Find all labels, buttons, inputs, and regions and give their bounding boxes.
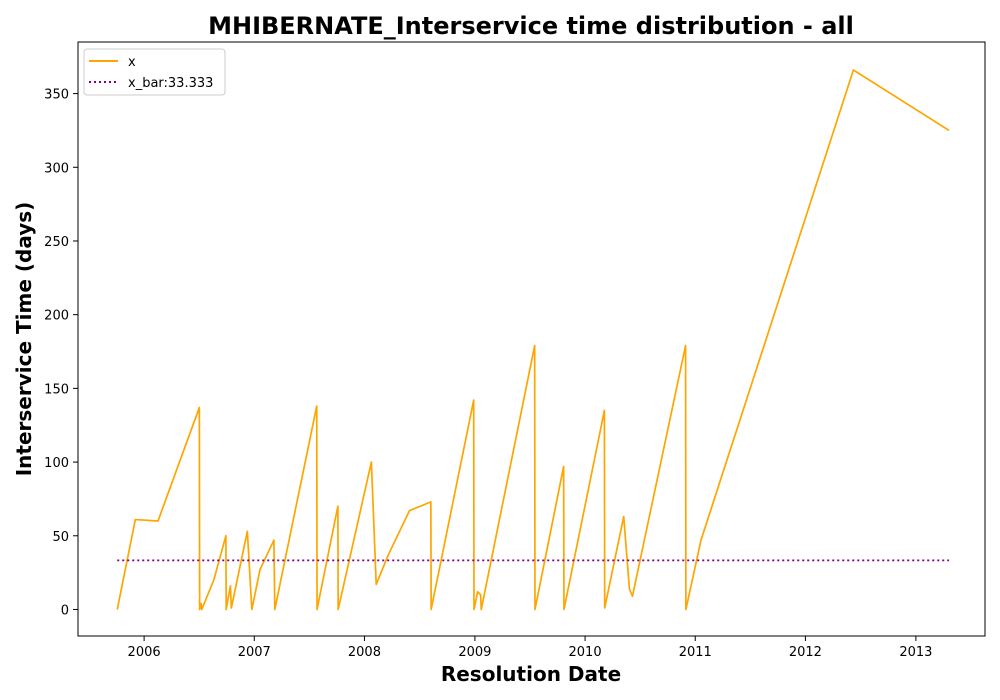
- x-axis-label: Resolution Date: [441, 662, 621, 686]
- y-tick-label: 150: [44, 382, 69, 397]
- y-tick-label: 250: [44, 235, 69, 250]
- x-tick-label: 2013: [899, 645, 932, 660]
- x-tick-label: 2012: [789, 645, 822, 660]
- x-tick-label: 2010: [569, 645, 602, 660]
- legend: x x_bar:33.333: [83, 48, 226, 96]
- x-tick-label: 2011: [679, 645, 712, 660]
- plot-frame: [77, 41, 986, 637]
- y-tick-label: 50: [52, 530, 69, 545]
- chart-title: MHIBERNATE_Interservice time distributio…: [208, 12, 854, 40]
- x-tick-label: 2007: [238, 645, 271, 660]
- x-tick-label: 2008: [348, 645, 381, 660]
- y-tick-label: 100: [44, 456, 69, 471]
- plot-area: 2006 2007 2008 2009 2010 2011 2012 2013 0 50 100 15…: [44, 69, 950, 660]
- x-tick-label: 2009: [458, 645, 491, 660]
- y-tick-label: 300: [44, 161, 69, 176]
- legend-box: [83, 48, 226, 96]
- legend-label-x-bar: x_bar:33.333: [128, 76, 213, 91]
- series-line-x: [116, 69, 950, 611]
- legend-label-x: x: [128, 55, 136, 70]
- y-tick-label: 0: [61, 603, 69, 618]
- x-tick-label: 2006: [128, 645, 161, 660]
- y-tick-label: 350: [44, 88, 69, 103]
- y-axis-label: Interservice Time (days): [12, 202, 36, 477]
- y-tick-label: 200: [44, 309, 69, 324]
